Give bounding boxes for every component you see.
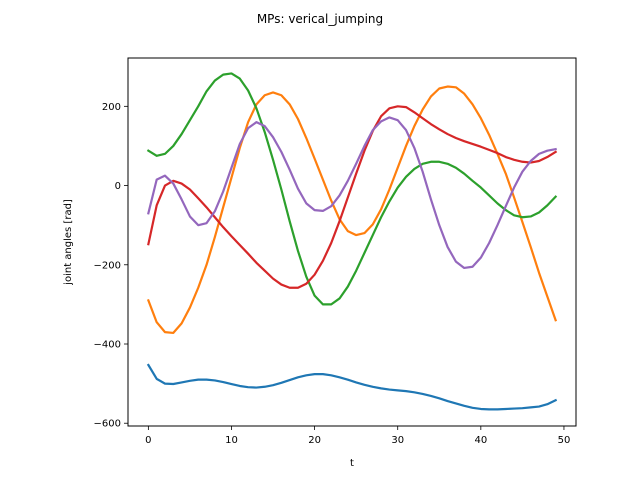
x-tick-label: 40 bbox=[474, 435, 487, 446]
series-layer bbox=[146, 72, 558, 411]
plot-frame bbox=[127, 57, 577, 427]
series-line-4 bbox=[147, 105, 558, 289]
y-tick-label: −600 bbox=[94, 419, 121, 430]
y-axis-label: joint angles [rad] bbox=[63, 199, 74, 286]
y-tick-label: −200 bbox=[94, 260, 121, 271]
series-line-5 bbox=[147, 116, 557, 270]
y-tick-label: −400 bbox=[94, 340, 121, 351]
x-tick-label: 20 bbox=[308, 435, 321, 446]
series-line-2 bbox=[146, 85, 558, 335]
x-axis-label: t bbox=[350, 458, 354, 469]
x-tick-label: 30 bbox=[391, 435, 404, 446]
x-tick-label: 10 bbox=[225, 435, 238, 446]
series-line-1 bbox=[146, 363, 558, 411]
y-tick-label: 200 bbox=[102, 102, 121, 113]
y-tick-label: 0 bbox=[115, 181, 121, 192]
ticks-layer: 0 10 20 30 40 50 −600 −400 −200 0 200 bbox=[94, 102, 571, 446]
x-tick-label: 50 bbox=[558, 435, 571, 446]
series-line-3 bbox=[146, 72, 558, 306]
chart-title: MPs: verical_jumping bbox=[257, 12, 383, 26]
x-tick-label: 0 bbox=[145, 435, 151, 446]
